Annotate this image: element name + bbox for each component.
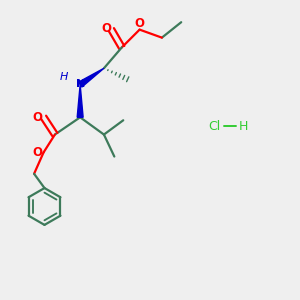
Polygon shape [79,68,104,87]
Polygon shape [77,85,83,117]
Text: H: H [239,120,248,133]
Text: N: N [76,79,85,89]
Text: Cl: Cl [208,120,220,133]
Text: H: H [60,72,68,82]
Text: O: O [33,111,43,124]
Text: O: O [135,17,145,30]
Text: O: O [32,146,42,160]
Text: O: O [101,22,111,34]
